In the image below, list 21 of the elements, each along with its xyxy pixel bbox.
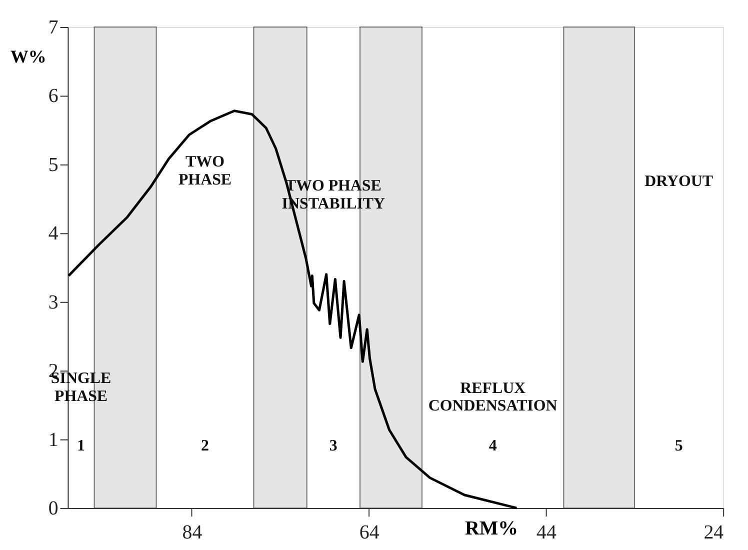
annotation: REFLUX CONDENSATION [428,380,558,415]
y-tick-label: 3 [48,291,58,314]
y-tick-label: 0 [48,498,58,520]
annotation: DRYOUT [644,172,714,190]
x-tick-label: 84 [182,521,202,544]
x-tick-label: 44 [536,521,556,544]
y-tick-label: 6 [48,85,58,108]
annotation: 2 [201,438,210,454]
annotation: 5 [674,438,683,454]
y-tick-label: 4 [48,222,58,245]
x-tick-label: 64 [359,521,380,544]
annotation: TWO PHASE [178,154,232,189]
annotation: 4 [488,438,497,454]
annotation: 3 [329,438,338,454]
y-tick-label: 1 [48,428,58,451]
y-tick-label: 5 [48,154,58,176]
annotation: 1 [77,438,86,454]
x-tick-label: 24 [704,521,724,544]
y-tick-label: 7 [48,16,58,38]
x-axis-title: RM% [464,517,518,540]
y-axis-title: W% [10,46,46,66]
